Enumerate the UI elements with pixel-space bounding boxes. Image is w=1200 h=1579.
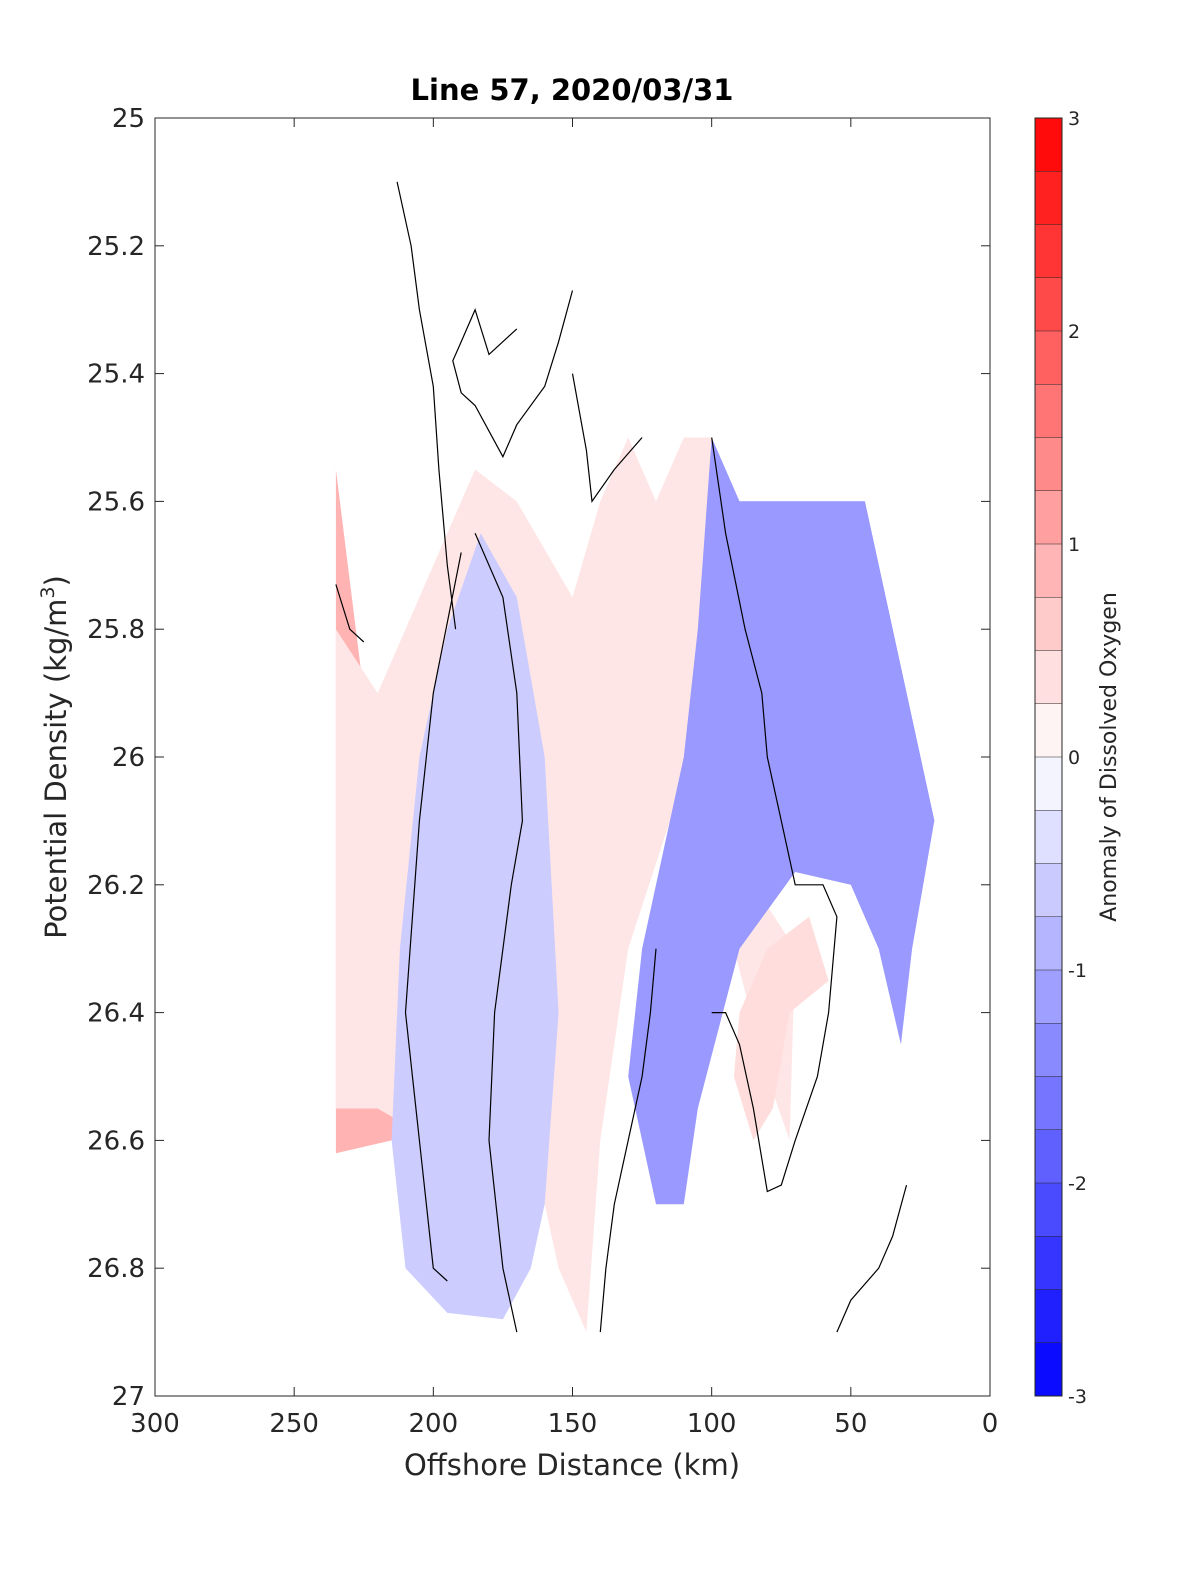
colorbar-band-14 bbox=[1035, 863, 1062, 918]
colorbar-tick-label-2: 1 bbox=[1068, 534, 1080, 556]
y-tick-label-5: 26 bbox=[112, 743, 145, 773]
colorbar-band-13 bbox=[1035, 810, 1062, 864]
y-tick-label-4: 25.8 bbox=[87, 615, 145, 645]
colorbar-tick-label-4: -1 bbox=[1068, 960, 1087, 982]
colorbar-band-15 bbox=[1035, 916, 1062, 971]
y-tick-label-10: 27 bbox=[112, 1382, 145, 1412]
colorbar-tick-label-6: -3 bbox=[1068, 1386, 1087, 1408]
colorbar-tick-label-0: 3 bbox=[1068, 108, 1080, 130]
zero-contour-3 bbox=[335, 584, 365, 643]
colorbar-band-10 bbox=[1035, 650, 1062, 705]
contour-fills bbox=[335, 437, 935, 1333]
y-tick-label-0: 25 bbox=[112, 104, 145, 134]
zero-contour-2 bbox=[571, 373, 643, 504]
x-tick-label-1: 250 bbox=[269, 1409, 319, 1439]
colorbar: 3 2 1 0 -1 -2 -3 bbox=[1034, 108, 1087, 1408]
x-tick-label-3: 150 bbox=[548, 1409, 598, 1439]
zero-contour-5 bbox=[404, 552, 462, 1282]
contour-region-3 bbox=[391, 533, 559, 1320]
zero-contour-8 bbox=[599, 948, 657, 1333]
colorbar-band-16 bbox=[1035, 970, 1062, 1024]
x-tick-label-5: 50 bbox=[834, 1409, 867, 1439]
y-tick-label-7: 26.4 bbox=[87, 999, 145, 1029]
y-tick-label-8: 26.6 bbox=[87, 1126, 145, 1156]
colorbar-band-21 bbox=[1035, 1236, 1062, 1290]
colorbar-band-7 bbox=[1035, 490, 1062, 545]
y-tick-label-2: 25.4 bbox=[87, 360, 145, 390]
zero-contour-0 bbox=[396, 181, 457, 630]
colorbar-band-12 bbox=[1035, 757, 1062, 811]
colorbar-title: Anomaly of Dissolved Oxygen bbox=[1097, 592, 1122, 922]
colorbar-band-8 bbox=[1035, 544, 1062, 598]
colorbar-tick-label-5: -2 bbox=[1068, 1173, 1087, 1195]
zero-contour-1 bbox=[452, 290, 574, 459]
colorbar-band-23 bbox=[1035, 1342, 1062, 1397]
zero-contour-6 bbox=[711, 437, 838, 1193]
x-tick-label-4: 100 bbox=[687, 1409, 737, 1439]
colorbar-tick-label-1: 2 bbox=[1068, 321, 1080, 343]
chart-title: Line 57, 2020/03/31 bbox=[411, 73, 734, 107]
colorbar-band-4 bbox=[1035, 331, 1062, 385]
y-tick-label-3: 25.6 bbox=[87, 487, 145, 517]
colorbar-band-2 bbox=[1035, 224, 1062, 279]
y-axis-title: Potential Density (kg/m3) bbox=[37, 575, 73, 939]
colorbar-tick-label-3: 0 bbox=[1068, 747, 1080, 769]
colorbar-band-17 bbox=[1035, 1023, 1062, 1077]
zero-contour-7 bbox=[836, 1184, 908, 1333]
colorbar-band-0 bbox=[1035, 118, 1062, 172]
colorbar-band-20 bbox=[1035, 1183, 1062, 1237]
colorbar-band-6 bbox=[1035, 437, 1062, 492]
colorbar-band-18 bbox=[1035, 1076, 1062, 1131]
colorbar-band-22 bbox=[1035, 1289, 1062, 1344]
y-tick-label-6: 26.2 bbox=[87, 871, 145, 901]
colorbar-band-9 bbox=[1035, 597, 1062, 651]
colorbar-band-11 bbox=[1035, 703, 1062, 758]
zero-contour-4 bbox=[474, 533, 524, 1333]
colorbar-band-1 bbox=[1035, 171, 1062, 225]
x-axis: 300 250 200 150 100 50 0 bbox=[130, 118, 998, 1439]
zero-contour-lines bbox=[335, 181, 908, 1333]
y-tick-label-9: 26.8 bbox=[87, 1254, 145, 1284]
x-tick-label-2: 200 bbox=[409, 1409, 459, 1439]
y-axis: 25 25.2 25.4 25.6 25.8 26 26.2 26.4 26.6 26.8 27 bbox=[87, 104, 990, 1412]
colorbar-band-3 bbox=[1035, 277, 1062, 332]
x-tick-label-0: 300 bbox=[130, 1409, 180, 1439]
x-tick-label-6: 0 bbox=[982, 1409, 999, 1439]
contour-region-6 bbox=[733, 916, 829, 1141]
y-tick-label-1: 25.2 bbox=[87, 232, 145, 262]
colorbar-band-19 bbox=[1035, 1129, 1062, 1184]
x-axis-title: Offshore Distance (km) bbox=[404, 1448, 740, 1482]
colorbar-band-5 bbox=[1035, 384, 1062, 438]
